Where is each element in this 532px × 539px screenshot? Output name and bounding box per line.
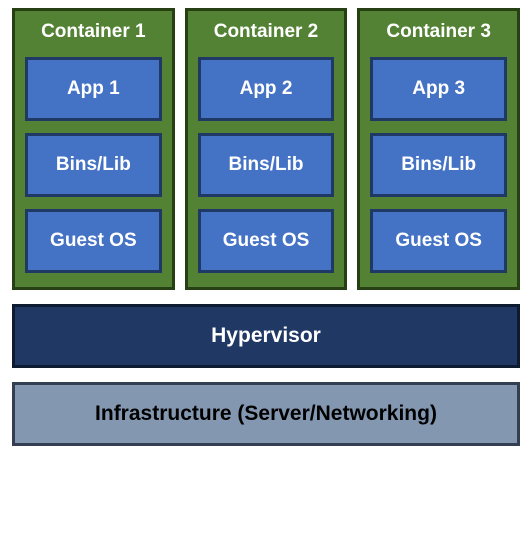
bins-lib-box: Bins/Lib bbox=[25, 133, 162, 197]
guest-os-box: Guest OS bbox=[198, 209, 335, 273]
containers-row: Container 1 App 1 Bins/Lib Guest OS Cont… bbox=[12, 8, 520, 290]
guest-os-box: Guest OS bbox=[25, 209, 162, 273]
app-box: App 1 bbox=[25, 57, 162, 121]
bins-lib-box: Bins/Lib bbox=[198, 133, 335, 197]
container-3: Container 3 App 3 Bins/Lib Guest OS bbox=[357, 8, 520, 290]
app-box: App 3 bbox=[370, 57, 507, 121]
app-box: App 2 bbox=[198, 57, 335, 121]
bins-lib-box: Bins/Lib bbox=[370, 133, 507, 197]
container-title: Container 1 bbox=[41, 21, 146, 43]
container-1: Container 1 App 1 Bins/Lib Guest OS bbox=[12, 8, 175, 290]
container-title: Container 3 bbox=[386, 21, 491, 43]
container-title: Container 2 bbox=[214, 21, 319, 43]
guest-os-box: Guest OS bbox=[370, 209, 507, 273]
hypervisor-layer: Hypervisor bbox=[12, 304, 520, 368]
infrastructure-layer: Infrastructure (Server/Networking) bbox=[12, 382, 520, 446]
container-2: Container 2 App 2 Bins/Lib Guest OS bbox=[185, 8, 348, 290]
